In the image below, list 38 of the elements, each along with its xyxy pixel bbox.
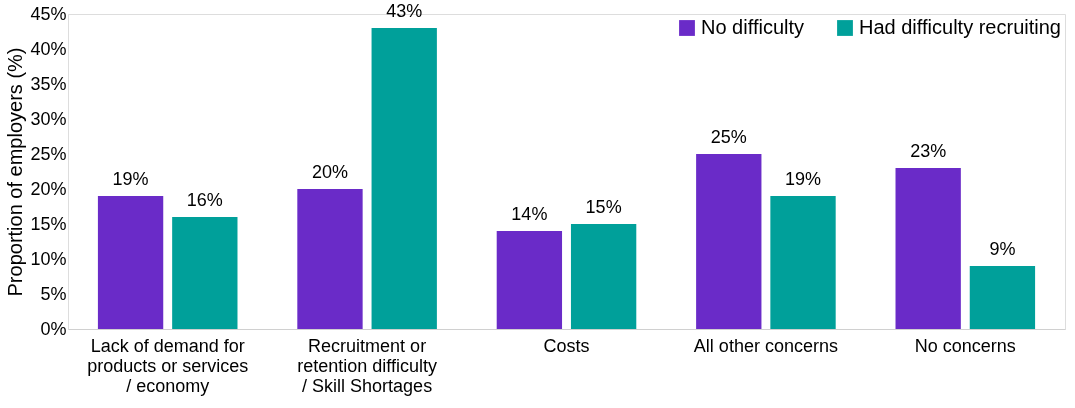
y-axis-title: Proportion of employers (%)	[4, 47, 27, 297]
data-label: 19%	[785, 169, 822, 189]
x-tick-label: No concerns	[914, 335, 1016, 356]
data-label: 23%	[910, 141, 947, 161]
bar	[371, 28, 437, 329]
data-label: 15%	[585, 197, 622, 217]
y-tick-label: 25%	[30, 143, 67, 164]
y-tick-label: 35%	[30, 73, 67, 94]
bar	[496, 231, 563, 329]
data-label: 43%	[386, 1, 423, 21]
bar	[570, 224, 637, 329]
data-label: 25%	[710, 127, 747, 147]
bar	[895, 168, 961, 329]
bar	[172, 217, 238, 329]
legend-label: Had difficulty recruiting	[859, 16, 1061, 38]
bar	[770, 196, 836, 329]
legend-label: No difficulty	[701, 16, 805, 38]
data-label: 16%	[186, 190, 223, 210]
y-tick-label: 40%	[30, 38, 67, 59]
y-tick-label: 10%	[30, 248, 67, 269]
x-tick-label: Costs	[543, 335, 590, 356]
y-tick-label: 20%	[30, 178, 67, 199]
data-label: 14%	[511, 204, 548, 224]
y-tick-label: 15%	[30, 213, 67, 234]
y-tick-label: 5%	[40, 283, 67, 304]
x-tick-label: Lack of demand for products or services / economy	[87, 335, 249, 396]
bar	[97, 196, 164, 329]
data-label: 19%	[112, 169, 149, 189]
y-tick-label: 45%	[30, 3, 67, 24]
data-label: 9%	[989, 239, 1016, 259]
bar	[696, 154, 762, 329]
y-tick-label: 30%	[30, 108, 67, 129]
bar	[969, 266, 1036, 329]
x-tick-label: Recruitment or retention difficulty / Skill Shortages	[297, 335, 437, 396]
x-tick-label: All other concerns	[693, 335, 838, 356]
bar	[297, 189, 363, 329]
data-label: 20%	[311, 162, 348, 182]
y-tick-label: 0%	[40, 318, 67, 339]
